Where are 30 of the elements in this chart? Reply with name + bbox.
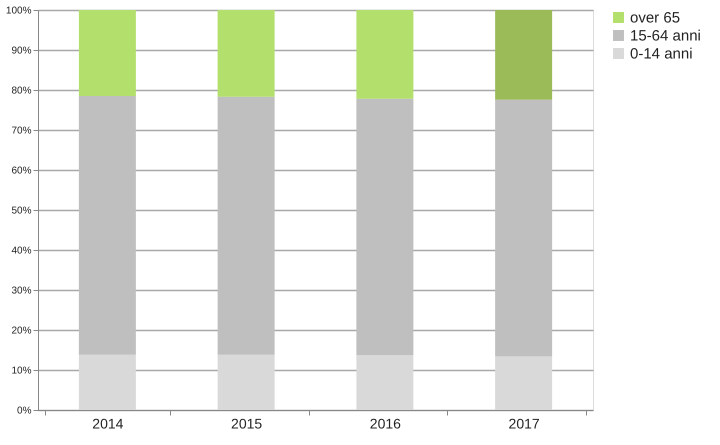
bar	[218, 354, 275, 410]
y-tick-label: 10%	[11, 366, 32, 376]
y-tick-label: 30%	[11, 286, 32, 296]
bar	[356, 98, 414, 356]
y-tick-label: 40%	[11, 246, 32, 256]
bar	[356, 355, 414, 410]
bar	[495, 356, 552, 410]
bar	[218, 10, 275, 97]
y-tick-label: 60%	[11, 166, 32, 176]
x-tick-label: 2016	[370, 416, 402, 432]
y-tick-label: 90%	[11, 46, 32, 56]
bar	[356, 10, 414, 99]
legend-label: over 65	[630, 10, 680, 26]
bar	[78, 354, 136, 410]
bar	[495, 100, 552, 356]
bar	[218, 96, 275, 355]
legend-label: 15-64 anni	[630, 28, 701, 44]
x-tick-label: 2017	[508, 416, 540, 432]
x-tick-label: 2014	[92, 416, 124, 432]
bar	[78, 96, 136, 355]
bar	[495, 10, 552, 100]
y-tick-label: 0%	[17, 406, 32, 416]
y-tick-label: 50%	[11, 206, 32, 216]
y-tick-label: 20%	[11, 326, 32, 336]
y-tick-label: 100%	[6, 6, 32, 16]
bar	[78, 10, 136, 96]
y-tick-label: 80%	[11, 86, 32, 96]
y-tick-label: 70%	[11, 126, 32, 136]
legend-label: 0-14 anni	[630, 46, 693, 62]
x-tick-label: 2015	[231, 416, 262, 432]
